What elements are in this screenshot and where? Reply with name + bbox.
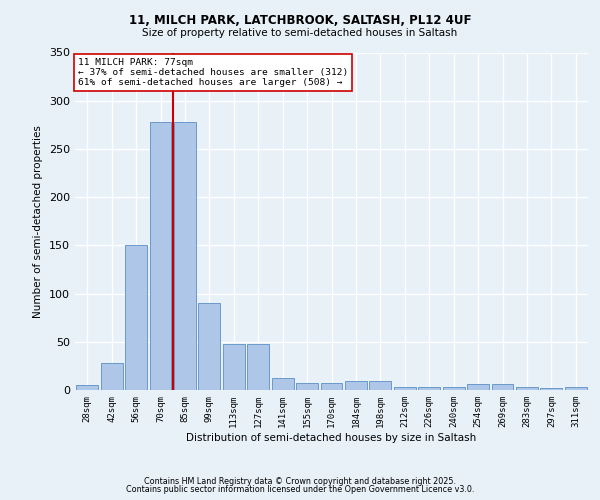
Bar — [320, 383, 343, 390]
Bar — [174, 122, 196, 390]
Bar — [272, 378, 293, 390]
Y-axis label: Number of semi-detached properties: Number of semi-detached properties — [34, 125, 43, 318]
Bar — [491, 384, 514, 390]
Text: 11, MILCH PARK, LATCHBROOK, SALTASH, PL12 4UF: 11, MILCH PARK, LATCHBROOK, SALTASH, PL1… — [129, 14, 471, 28]
Text: Contains public sector information licensed under the Open Government Licence v3: Contains public sector information licen… — [126, 485, 474, 494]
Text: Contains HM Land Registry data © Crown copyright and database right 2025.: Contains HM Land Registry data © Crown c… — [144, 477, 456, 486]
Bar — [467, 384, 489, 390]
Bar — [125, 246, 147, 390]
Bar — [149, 122, 172, 390]
Bar — [223, 344, 245, 390]
Bar — [101, 363, 122, 390]
Bar — [247, 344, 269, 390]
X-axis label: Distribution of semi-detached houses by size in Saltash: Distribution of semi-detached houses by … — [187, 432, 476, 442]
Bar — [345, 382, 367, 390]
Bar — [296, 383, 318, 390]
Bar — [418, 387, 440, 390]
Bar — [370, 382, 391, 390]
Bar — [565, 387, 587, 390]
Bar — [541, 388, 562, 390]
Bar — [76, 385, 98, 390]
Bar — [443, 387, 464, 390]
Bar — [199, 303, 220, 390]
Bar — [516, 387, 538, 390]
Text: Size of property relative to semi-detached houses in Saltash: Size of property relative to semi-detach… — [142, 28, 458, 38]
Text: 11 MILCH PARK: 77sqm
← 37% of semi-detached houses are smaller (312)
61% of semi: 11 MILCH PARK: 77sqm ← 37% of semi-detac… — [77, 58, 348, 88]
Bar — [394, 387, 416, 390]
